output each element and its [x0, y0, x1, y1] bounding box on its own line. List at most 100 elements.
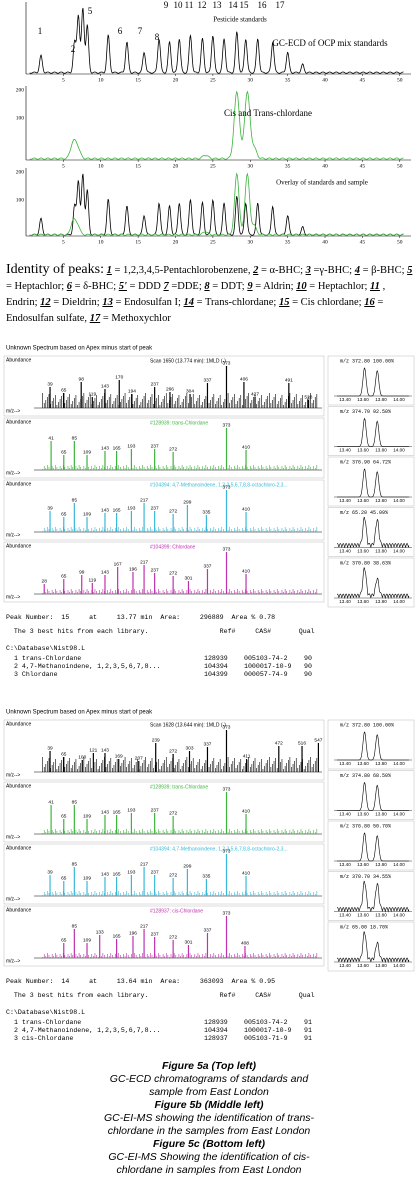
ion-label: m/z 65.00 18.70% — [340, 924, 388, 930]
x-tick-label: 15 — [135, 163, 141, 169]
peak-mz: 193 — [127, 443, 135, 449]
mz-axis-label: m/z--> — [6, 594, 20, 600]
peak-label: 17 — [276, 0, 286, 10]
hit-cell: 1 trans-Chlordane — [14, 655, 82, 662]
time-tick: 14.00 — [393, 862, 405, 867]
time-tick: 13.80 — [375, 913, 387, 918]
peak-mz: 65 — [61, 875, 67, 881]
peak-number: 11 — [370, 281, 380, 292]
time-tick: 13.60 — [357, 549, 369, 554]
time-tick: 13.80 — [375, 599, 387, 604]
peak-mz: 119 — [88, 391, 96, 397]
hit-cell: 128939 — [204, 1019, 228, 1026]
ion-frame — [327, 719, 415, 770]
peak-number: 16 — [364, 297, 375, 308]
ion-frame — [327, 507, 415, 557]
time-tick: 13.80 — [375, 448, 387, 453]
peak-mz: 65 — [61, 511, 67, 517]
peak-mz: 217 — [140, 861, 148, 867]
abundance-label: Abundance — [6, 783, 32, 789]
peak-mz: 301 — [184, 575, 192, 581]
x-tick-label: 30 — [248, 77, 254, 83]
ms-block: Unknown Spectrum based on Apex minus sta… — [0, 706, 418, 1056]
hit-cell: 000057-74-9 — [244, 671, 288, 678]
peak-label: 9 — [164, 0, 169, 10]
peak-mz: 373 — [222, 786, 230, 792]
peak-mz: 65 — [61, 573, 67, 579]
ms-header: Unknown Spectrum based on Apex minus sta… — [6, 346, 153, 352]
mz-axis-label: m/z--> — [6, 958, 20, 964]
ms-spectra: Unknown Spectrum based on Apex minus sta… — [3, 710, 415, 972]
hit-cell: 91 — [304, 1027, 312, 1034]
ion-frame — [327, 557, 415, 608]
mz-axis-label: m/z--> — [6, 408, 20, 414]
x-tick-label: 35 — [285, 239, 291, 245]
peak-mz: 39 — [47, 745, 53, 751]
hit-cell: 2 4,7-Methanoindene, 1,2,3,5,6,7,8... — [14, 663, 161, 670]
hit-row: 2 4,7-Methanoindene, 1,2,3,5,6,7,8... 104… — [14, 1027, 312, 1034]
peak-mz: 410 — [242, 808, 250, 814]
hit-cell: 104394 — [204, 1027, 228, 1034]
peak-number: 1 — [106, 265, 112, 276]
peak-line: Peak Number: 15 at 13.77 min Area: 29688… — [6, 614, 276, 621]
trace — [29, 172, 404, 236]
peak-number: 5' — [118, 281, 127, 292]
peak-mz: 304 — [186, 388, 194, 394]
peak-label: 14 — [229, 0, 239, 10]
peak-mz: 337 — [203, 563, 211, 569]
hit-cell: 128937 — [204, 1035, 228, 1042]
compound: = DDT; — [212, 281, 245, 292]
compound: = Cis chlordane; — [292, 297, 362, 308]
x-tick-label: 20 — [173, 163, 179, 169]
ms-block: Unknown Spectrum based on Apex minus sta… — [0, 342, 418, 692]
peak-mz: 337 — [203, 927, 211, 933]
peak-mz: 85 — [72, 923, 78, 929]
hit-row: 3 cis-Chlordane 128937 005103-71-9 91 — [14, 1035, 312, 1042]
peak-mz: 85 — [72, 435, 78, 441]
peak-mz: 547 — [314, 737, 322, 743]
peak-mz: 272 — [169, 934, 177, 940]
panel-frame — [3, 719, 325, 781]
hit-cell: 90 — [304, 655, 312, 662]
peak-label: 8 — [155, 32, 160, 42]
ion-trace — [336, 931, 410, 964]
peak-mz: 165 — [113, 933, 121, 939]
peak-mz: 143 — [101, 445, 109, 451]
ion-label: m/z 372.80 100.00% — [340, 358, 394, 364]
peak-number: 7 — [163, 281, 169, 292]
time-tick: 13.40 — [339, 862, 351, 867]
time-tick: 13.80 — [375, 761, 387, 766]
peak-label: 10 — [174, 0, 184, 10]
peak-number: 3 — [305, 265, 311, 276]
x-tick-label: 25 — [210, 77, 216, 83]
peak-mz: 472 — [275, 740, 283, 746]
y-label: 100 — [16, 197, 25, 203]
standards-label: Pesticide standards — [213, 16, 267, 24]
time-tick: 13.60 — [357, 448, 369, 453]
hit-row: 3 Chlordane 104399 000057-74-9 90 — [14, 671, 312, 678]
hit-cell: 1000017-10-9 — [244, 1027, 292, 1034]
time-tick: 13.60 — [357, 498, 369, 503]
hit-cell: 90 — [304, 663, 312, 670]
time-tick: 13.80 — [375, 498, 387, 503]
time-tick: 14.00 — [393, 599, 405, 604]
hit-cell: 104394 — [204, 663, 228, 670]
peak-mz: 217 — [140, 559, 148, 565]
peak-mz: 65 — [61, 813, 67, 819]
database: C:\Database\Nist98.L — [6, 1009, 86, 1016]
ion-frame — [327, 770, 415, 820]
peak-number: 10 — [296, 281, 307, 292]
peak-mz: 411 — [243, 753, 251, 759]
peak-mz: 237 — [151, 931, 159, 937]
ion-frame — [327, 871, 415, 921]
peak-number: 9 — [247, 281, 253, 292]
time-tick: 14.00 — [393, 448, 405, 453]
peak-mz: 217 — [140, 497, 148, 503]
peak-mz: 266 — [166, 386, 174, 392]
hit-cell: 1000017-10-9 — [244, 663, 292, 670]
peak-mz: 196 — [129, 566, 137, 572]
x-tick-label: 45 — [360, 163, 366, 169]
time-tick: 13.40 — [339, 963, 351, 968]
time-tick: 13.60 — [357, 599, 369, 604]
peak-mz: 41 — [48, 435, 54, 441]
